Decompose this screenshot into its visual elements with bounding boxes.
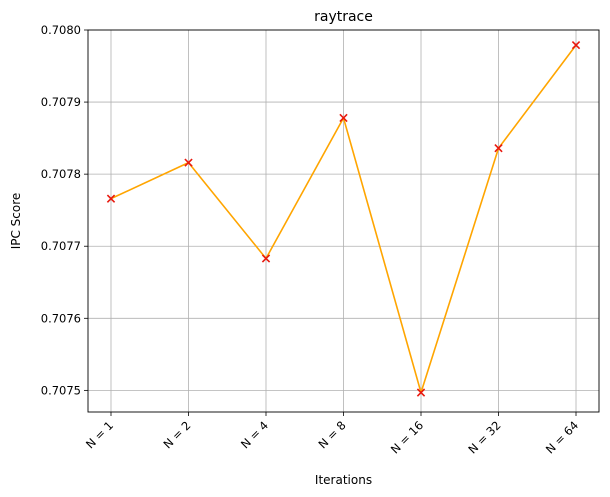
data-point-marker — [339, 113, 348, 123]
data-point-marker — [261, 254, 271, 263]
marker-stroke — [494, 144, 503, 153]
data-point-marker — [571, 40, 581, 50]
data-point-marker — [106, 194, 116, 203]
data-point-marker — [184, 158, 193, 167]
marker-stroke — [261, 254, 271, 263]
marker-stroke — [184, 158, 193, 167]
y-tick-label: 0.7080 — [41, 23, 81, 37]
marker-stroke — [571, 40, 581, 50]
chart-title: raytrace — [314, 9, 373, 25]
plot-frame — [87, 29, 600, 413]
marker-stroke — [106, 194, 116, 203]
data-point-marker — [494, 144, 503, 153]
y-tick-label: 0.7076 — [41, 311, 81, 325]
x-axis-label: Iterations — [315, 473, 372, 487]
y-tick-label: 0.7077 — [41, 239, 81, 253]
series-group — [106, 40, 581, 397]
y-tick-label: 0.7079 — [41, 95, 81, 109]
y-tick-label: 0.7075 — [41, 383, 81, 397]
marker-stroke — [416, 388, 426, 397]
marker-stroke — [339, 113, 348, 123]
y-axis-label: IPC Score — [9, 193, 23, 250]
data-point-marker — [416, 388, 426, 397]
y-tick-label: 0.7078 — [41, 167, 81, 181]
